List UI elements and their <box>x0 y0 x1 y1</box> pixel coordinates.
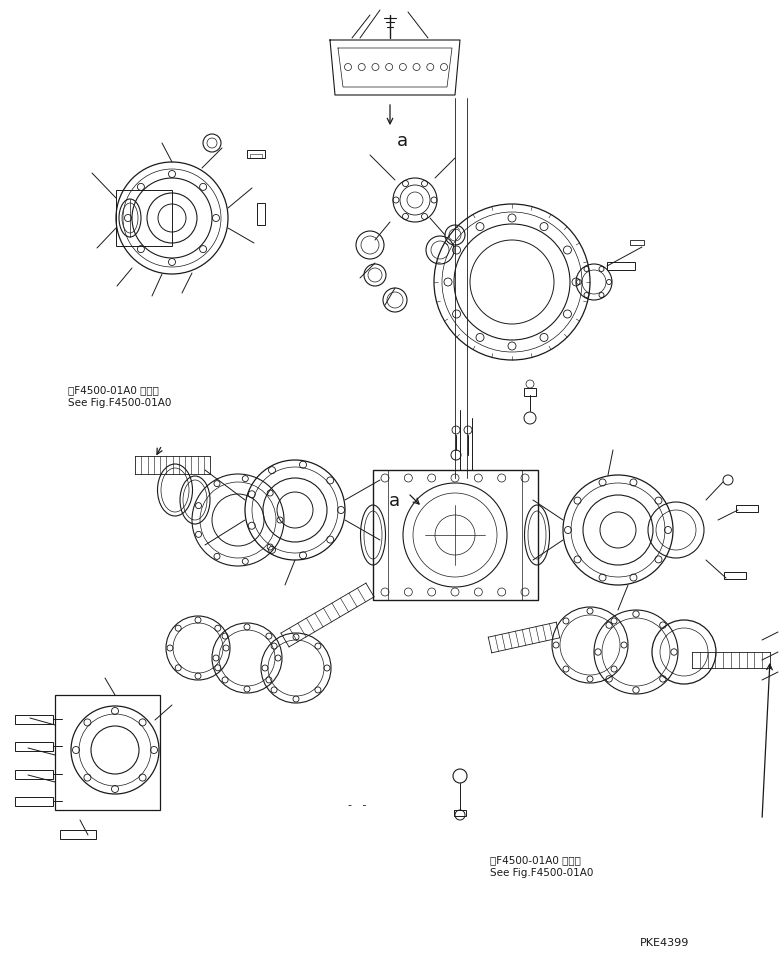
Bar <box>250 154 262 158</box>
Bar <box>55 695 160 810</box>
Bar <box>15 770 53 779</box>
Text: a: a <box>397 132 408 150</box>
Bar <box>60 830 96 839</box>
Bar <box>630 240 644 245</box>
Text: 第F4500-01A0 図参照: 第F4500-01A0 図参照 <box>490 855 581 865</box>
Bar <box>15 715 53 724</box>
Bar <box>724 572 746 579</box>
Bar <box>257 203 265 225</box>
Text: See Fig.F4500-01A0: See Fig.F4500-01A0 <box>68 398 172 408</box>
Bar <box>373 470 538 600</box>
Text: a: a <box>389 492 400 510</box>
Text: See Fig.F4500-01A0: See Fig.F4500-01A0 <box>490 868 594 878</box>
Bar <box>15 742 53 751</box>
Bar <box>736 505 758 512</box>
Text: 第F4500-01A0 図参照: 第F4500-01A0 図参照 <box>68 385 159 395</box>
Text: -   -: - - <box>348 800 367 810</box>
Bar <box>247 150 265 158</box>
Bar <box>116 190 172 246</box>
Bar <box>454 810 466 816</box>
Bar <box>524 388 536 396</box>
Bar <box>15 797 53 806</box>
Text: PKE4399: PKE4399 <box>640 938 690 948</box>
Bar <box>607 262 635 270</box>
